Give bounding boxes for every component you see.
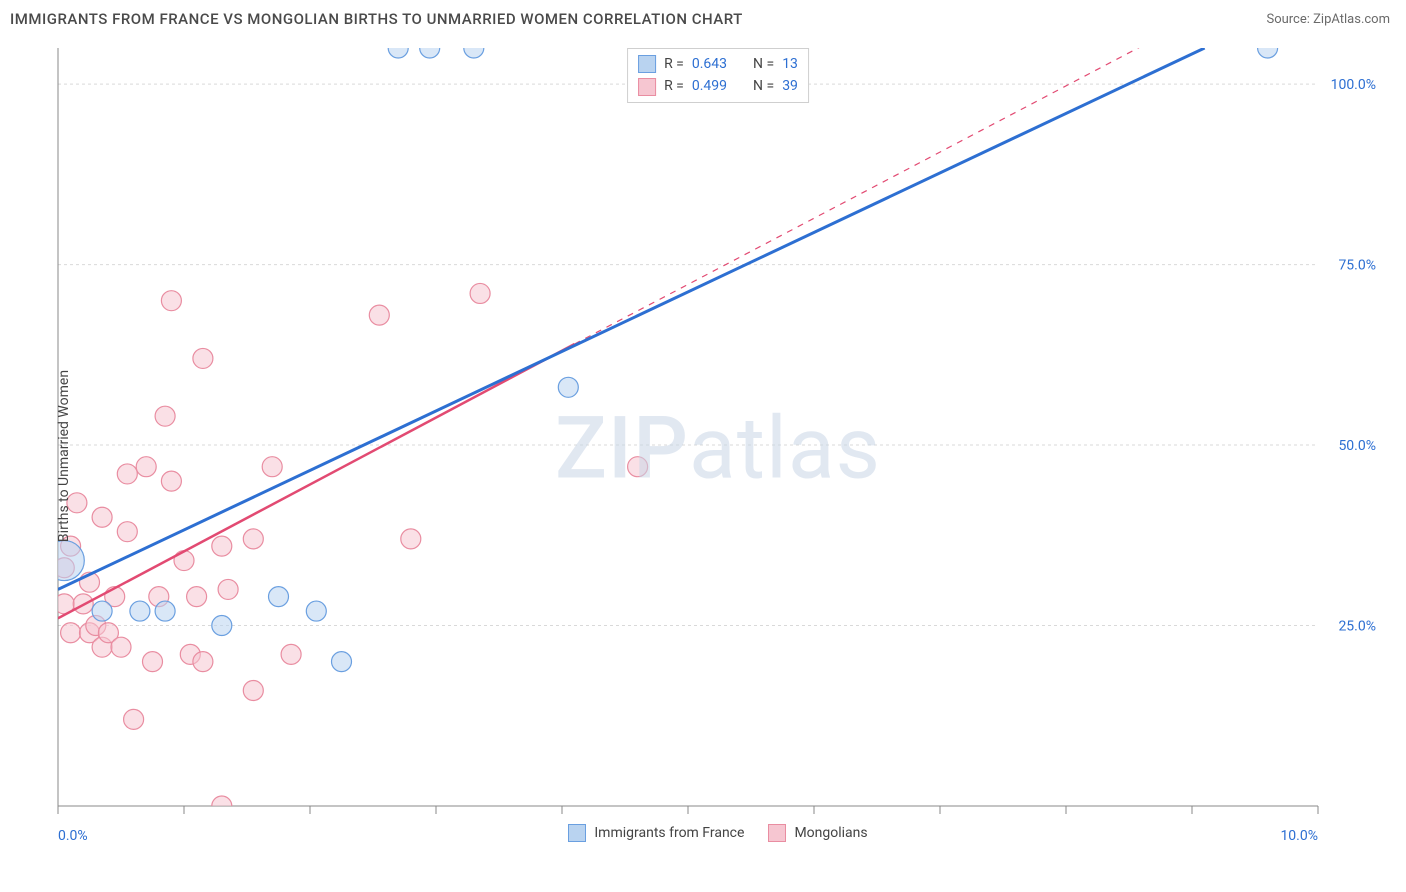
- r-label: R =: [664, 53, 684, 75]
- n-value-mongolians: 39: [782, 75, 798, 97]
- svg-text:75.0%: 75.0%: [1338, 258, 1376, 274]
- n-label: N =: [753, 75, 774, 97]
- swatch-mongolians: [638, 78, 656, 96]
- legend-item: Mongolians: [768, 824, 867, 842]
- r-label: R =: [664, 75, 684, 97]
- legend-item: Immigrants from France: [568, 824, 744, 842]
- stats-legend: R = 0.643 N = 13 R = 0.499 N = 39: [627, 48, 809, 103]
- stats-row-france: R = 0.643 N = 13: [638, 53, 798, 75]
- n-label: N =: [753, 53, 774, 75]
- svg-text:100.0%: 100.0%: [1331, 77, 1376, 93]
- series-legend: Immigrants from France Mongolians: [48, 824, 1388, 842]
- r-value-france: 0.643: [692, 53, 727, 75]
- n-value-france: 13: [782, 53, 798, 75]
- source-name: ZipAtlas.com: [1313, 12, 1390, 27]
- chart-header: IMMIGRANTS FROM FRANCE VS MONGOLIAN BIRT…: [0, 0, 1406, 32]
- chart-title: IMMIGRANTS FROM FRANCE VS MONGOLIAN BIRT…: [10, 10, 743, 28]
- svg-text:25.0%: 25.0%: [1338, 619, 1376, 635]
- legend-label: Immigrants from France: [594, 825, 744, 841]
- legend-swatch: [768, 824, 786, 842]
- legend-label: Mongolians: [794, 825, 867, 841]
- r-value-mongolians: 0.499: [692, 75, 727, 97]
- swatch-france: [638, 55, 656, 73]
- source-prefix: Source:: [1266, 12, 1313, 27]
- svg-text:50.0%: 50.0%: [1338, 438, 1376, 454]
- stats-row-mongolians: R = 0.499 N = 39: [638, 75, 798, 97]
- chart-container: Births to Unmarried Women ZIPatlas 25.0%…: [48, 38, 1388, 858]
- y-axis-label: Births to Unmarried Women: [56, 370, 72, 542]
- legend-swatch: [568, 824, 586, 842]
- scatter-chart: 25.0%50.0%75.0%100.0%0.0%10.0%: [48, 38, 1388, 858]
- source-attribution: Source: ZipAtlas.com: [1266, 12, 1390, 27]
